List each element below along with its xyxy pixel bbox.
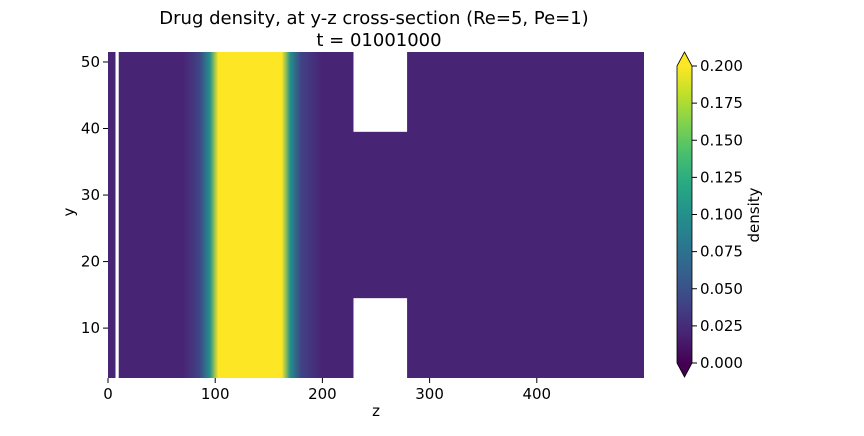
y-tick-label: 10 — [81, 319, 100, 337]
y-tick-label: 20 — [81, 253, 100, 271]
colorbar-tick-label: 0.075 — [700, 243, 743, 261]
y-axis-ticks: 10 20 30 40 50 — [81, 53, 108, 337]
masked-regions — [115, 52, 408, 378]
masked-region-0 — [115, 52, 119, 378]
colorbar-tick-label: 0.050 — [700, 280, 743, 298]
colorbar-tick-label: 0.100 — [700, 206, 743, 224]
colorbar-label: density — [745, 187, 763, 242]
x-tick-label: 300 — [415, 385, 444, 403]
x-tick-label: 0 — [103, 385, 113, 403]
colorbar-tick-label: 0.025 — [700, 317, 743, 335]
colorbar-extend-min — [677, 363, 692, 377]
colorbar-body — [677, 66, 692, 363]
colorbar-tick-label: 0.175 — [700, 94, 743, 112]
masked-region-2 — [353, 298, 408, 378]
x-tick-label: 200 — [308, 385, 337, 403]
y-tick-label: 50 — [81, 53, 100, 71]
x-tick-label: 100 — [201, 385, 230, 403]
colorbar: 0.000 0.025 0.050 0.075 0.100 0.125 0.150 0.175… — [676, 51, 743, 378]
chart-title: Drug density, at y-z cross-section (Re=5… — [159, 8, 588, 29]
colorbar-extend-max — [677, 52, 692, 66]
masked-region-1 — [353, 52, 408, 132]
x-axis-label: z — [372, 402, 380, 420]
plot-area — [108, 52, 644, 378]
y-tick-label: 40 — [81, 120, 100, 138]
y-axis-label: y — [60, 207, 78, 216]
chart-subtitle: t = 01001000 — [316, 30, 441, 51]
colorbar-tick-label: 0.125 — [700, 168, 743, 186]
x-tick-label: 400 — [522, 385, 551, 403]
x-axis-ticks: 0 100 200 300 400 — [103, 378, 551, 403]
colorbar-tick-label: 0.150 — [700, 131, 743, 149]
colorbar-tick-label: 0.000 — [700, 354, 743, 372]
y-tick-label: 30 — [81, 186, 100, 204]
colorbar-tick-label: 0.200 — [700, 57, 743, 75]
